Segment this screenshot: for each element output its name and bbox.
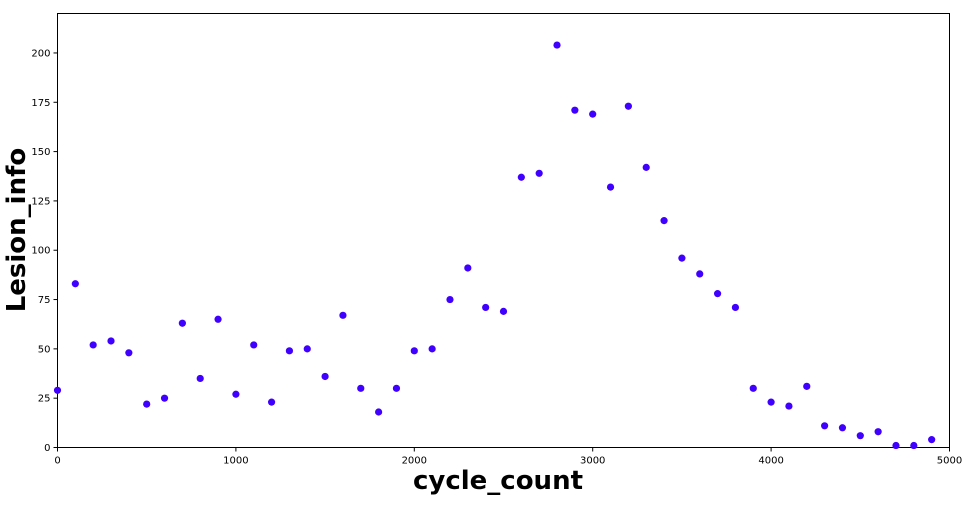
y-tick-label: 0 <box>44 443 50 454</box>
data-point <box>125 349 133 357</box>
x-tick-label: 3000 <box>580 456 605 467</box>
data-point <box>749 384 757 392</box>
data-point <box>499 307 508 315</box>
data-point <box>71 280 79 288</box>
data-point <box>731 303 740 312</box>
data-point <box>321 372 329 381</box>
x-tick-label: 1000 <box>223 456 248 467</box>
y-tick-label: 125 <box>31 196 50 207</box>
x-tick-label: 5000 <box>937 456 962 467</box>
data-point <box>464 264 472 272</box>
y-axis-title: Lesion_info <box>2 148 32 313</box>
data-point <box>821 422 829 430</box>
data-point <box>375 408 383 416</box>
data-point <box>767 398 775 406</box>
data-point <box>856 432 864 440</box>
x-tick-label: 2000 <box>402 456 427 467</box>
data-point <box>678 254 686 262</box>
data-point <box>357 384 365 392</box>
plot-area <box>57 13 950 448</box>
y-tick-label: 150 <box>31 147 50 158</box>
y-tick-label: 75 <box>38 295 51 306</box>
y-axis-ticks: 0 25 50 75 100 125 150 175 200 <box>31 48 58 454</box>
data-point <box>160 394 169 402</box>
data-point <box>107 337 115 345</box>
y-tick-label: 200 <box>31 48 50 59</box>
data-point <box>482 303 490 312</box>
data-point <box>517 173 525 181</box>
data-points <box>53 41 936 450</box>
data-point <box>642 163 650 171</box>
data-point <box>535 169 543 177</box>
data-point <box>910 441 918 450</box>
data-point <box>571 106 579 114</box>
y-tick-label: 25 <box>38 394 51 405</box>
data-point <box>285 347 294 355</box>
data-point <box>196 374 204 383</box>
data-point <box>250 341 258 349</box>
data-point <box>892 441 900 450</box>
data-point <box>928 436 936 444</box>
data-point <box>624 102 632 110</box>
data-point <box>53 386 62 394</box>
data-point <box>838 424 847 432</box>
data-point <box>214 315 222 323</box>
y-tick-label: 50 <box>38 344 51 355</box>
data-point <box>143 400 151 408</box>
data-point <box>696 270 704 278</box>
y-tick-label: 100 <box>31 246 50 257</box>
data-point <box>589 110 597 118</box>
x-axis-ticks: 0 1000 2000 3000 4000 5000 <box>54 447 962 467</box>
data-point <box>178 319 186 327</box>
data-point <box>267 398 276 406</box>
data-point <box>392 384 401 392</box>
y-tick-label: 175 <box>31 98 50 109</box>
data-point <box>428 345 436 353</box>
data-point <box>713 290 722 298</box>
data-point <box>89 341 97 349</box>
data-point <box>232 390 240 398</box>
data-point <box>785 402 793 410</box>
data-point <box>303 345 311 353</box>
x-axis-title: cycle_count <box>413 466 583 496</box>
data-point <box>339 311 347 319</box>
data-point <box>874 428 882 436</box>
data-point <box>410 347 418 355</box>
data-point <box>803 382 811 390</box>
data-point <box>660 217 668 225</box>
data-point <box>446 295 454 304</box>
x-tick-label: 4000 <box>758 456 783 467</box>
data-point <box>553 41 561 49</box>
data-point <box>606 183 615 191</box>
x-tick-label: 0 <box>54 456 60 467</box>
